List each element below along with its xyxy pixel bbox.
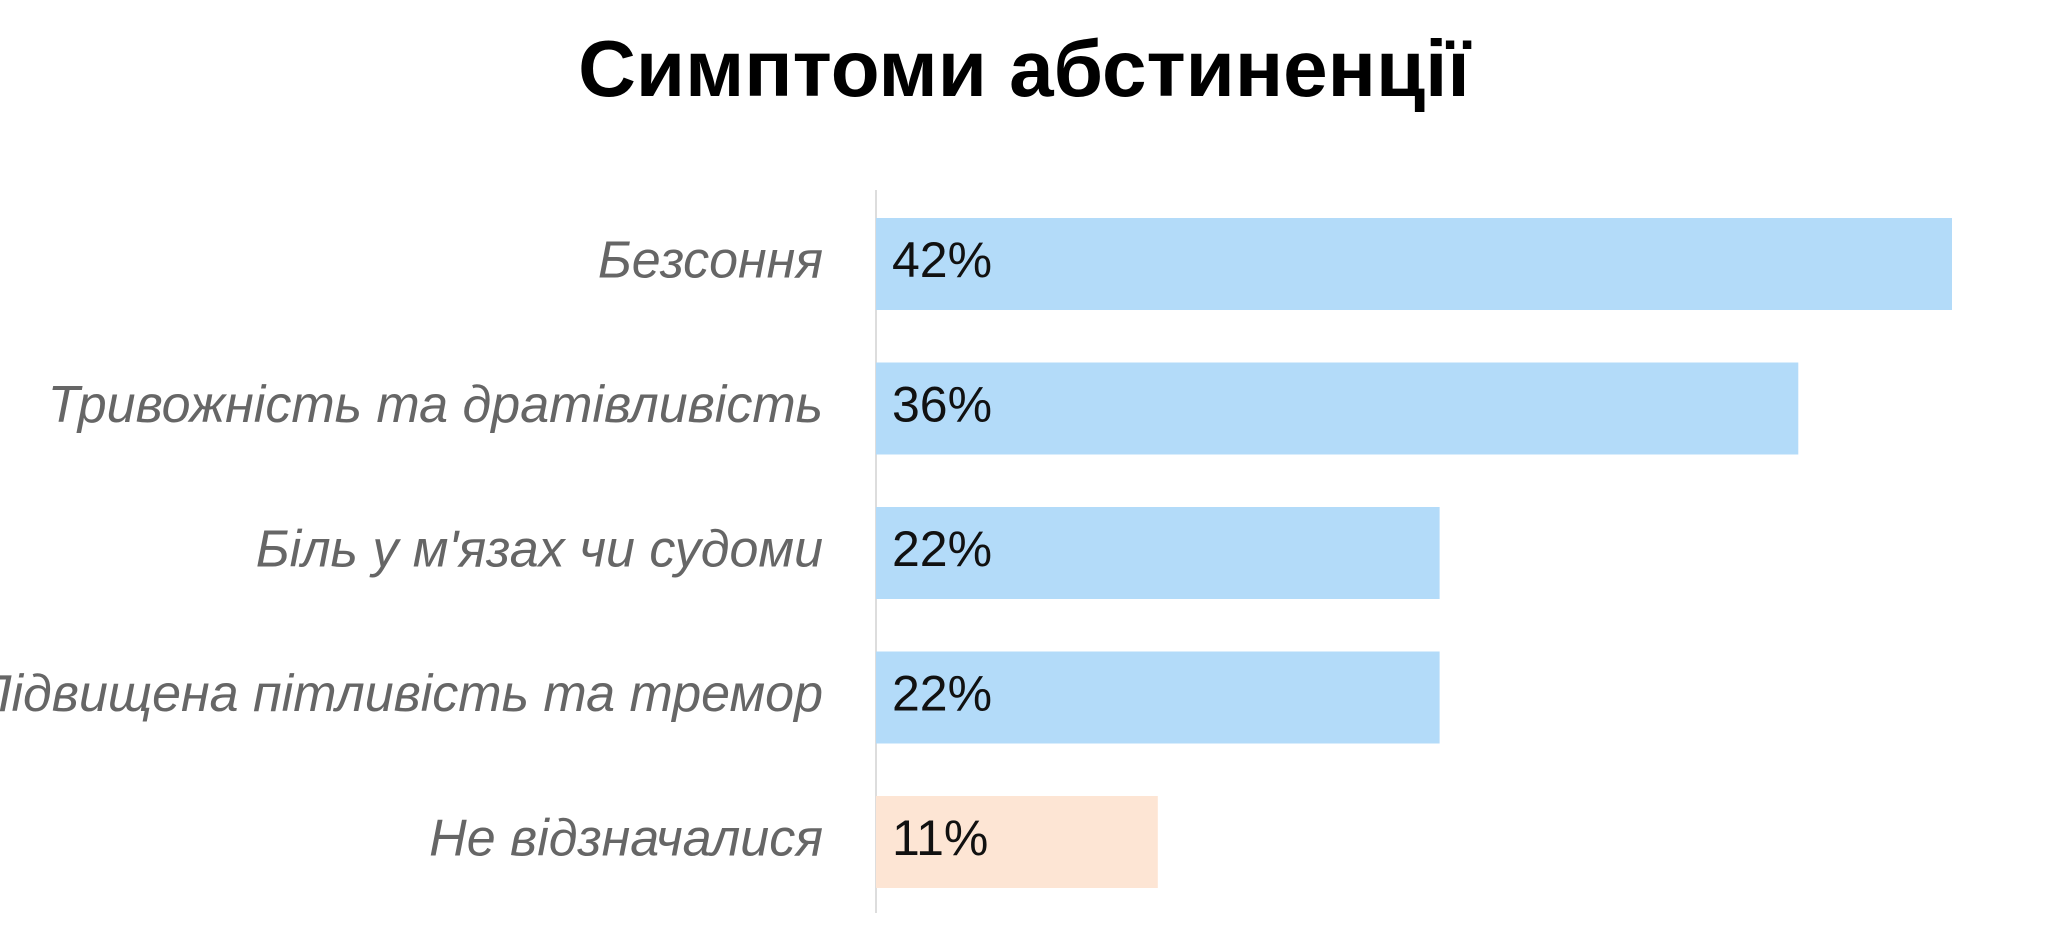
value-label: 22% [892,521,992,577]
value-label: 22% [892,666,992,722]
bar [876,796,1158,888]
category-label: Біль у м'язах чи судоми [256,521,823,579]
value-label: 36% [892,377,992,433]
category-label: Безсоння [598,232,823,290]
chart-title: Симптоми абстиненції [578,24,1471,113]
category-label: Тривожність та дратівливість [48,376,823,434]
category-label: Не відзначалися [429,810,823,868]
category-label: Підвищена пітливість та тремор [0,665,823,723]
bar [876,218,1952,310]
value-label: 11% [892,810,988,866]
bar [876,362,1799,455]
bar [876,507,1440,599]
value-label: 42% [892,232,992,288]
bar [876,651,1440,744]
